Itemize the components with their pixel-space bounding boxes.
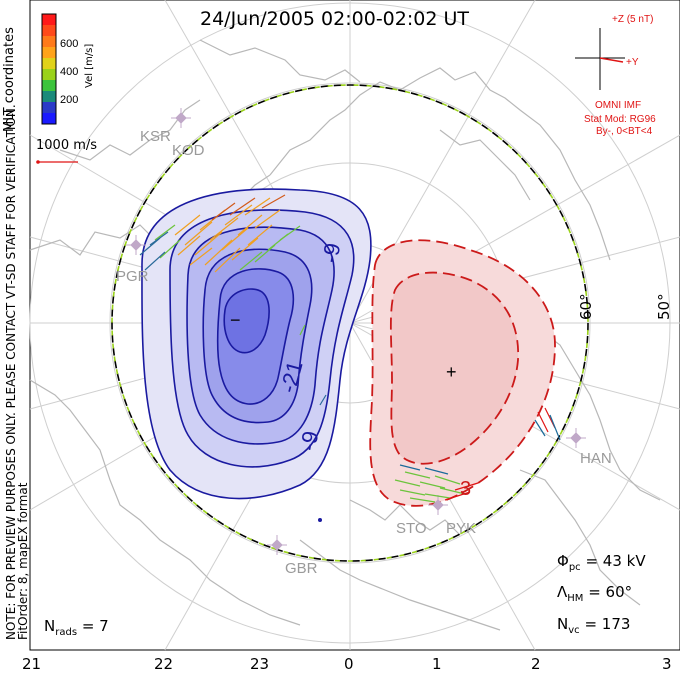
station-gbr: GBR xyxy=(285,560,318,577)
station-han: HAN xyxy=(580,450,612,467)
scale-vector xyxy=(36,160,78,164)
station-sto: STO xyxy=(396,520,427,537)
colorbar-unit-label: Vel [m/s] xyxy=(84,43,95,88)
potential-maximum-marker: + xyxy=(446,362,457,382)
contour-label-neg-9-top: -9 xyxy=(317,241,346,265)
imf-z-label: +Z (5 nT) xyxy=(612,14,654,25)
mlt-tick-2: 2 xyxy=(531,655,541,673)
station-pyk: PYK xyxy=(446,520,477,537)
imf-bin: By-, 0<BT<4 xyxy=(596,126,653,137)
contour-label-pos-3: 3 xyxy=(460,478,472,500)
colorbar-tick-600: 600 xyxy=(60,38,79,50)
mlt-tick-1: 1 xyxy=(432,655,442,673)
imf-y-label: +Y xyxy=(626,57,639,68)
velocity-vectors xyxy=(139,194,561,522)
coastlines xyxy=(29,39,661,631)
imf-source: OMNI IMF xyxy=(595,100,642,111)
imf-clock xyxy=(575,28,625,90)
colorbar-tick-200: 200 xyxy=(60,94,79,106)
station-ksr: KSR xyxy=(140,128,171,145)
positive-cell xyxy=(369,239,556,507)
mlt-tick-23: 23 xyxy=(250,655,270,673)
mlt-tick-3: 3 xyxy=(662,655,672,673)
mlt-tick-21: 21 xyxy=(22,655,42,673)
hm-latitude: ΛHM = 60° xyxy=(557,583,633,604)
lat-label-50: 50° xyxy=(655,293,673,320)
fit-order-info: FitOrder: 8, mapEX format xyxy=(16,482,30,640)
contour-label-neg-9-bottom: -9 xyxy=(295,429,324,453)
stat-model: Stat Mod: RG96 xyxy=(584,114,656,125)
scale-vector-label: 1000 m/s xyxy=(36,138,98,153)
map-title: 24/Jun/2005 02:00-02:02 UT xyxy=(200,8,469,30)
station-pgr: PGR xyxy=(116,268,149,285)
cross-polar-potential: Φpc = 43 kV xyxy=(557,552,646,573)
colorbar xyxy=(41,13,57,125)
mlt-tick-0: 0 xyxy=(344,655,354,673)
radar-count: Nrads = 7 xyxy=(44,617,109,638)
station-kod: KOD xyxy=(172,142,205,159)
hm-boundary xyxy=(111,84,589,562)
lat-label-60: 60° xyxy=(577,293,595,320)
negative-cell xyxy=(141,188,372,500)
colorbar-tick-400: 400 xyxy=(60,66,79,78)
potential-minimum-marker: − xyxy=(230,310,241,330)
mlt-tick-22: 22 xyxy=(154,655,174,673)
station-markers xyxy=(126,108,586,555)
vector-count: Nvc = 173 xyxy=(557,615,631,636)
